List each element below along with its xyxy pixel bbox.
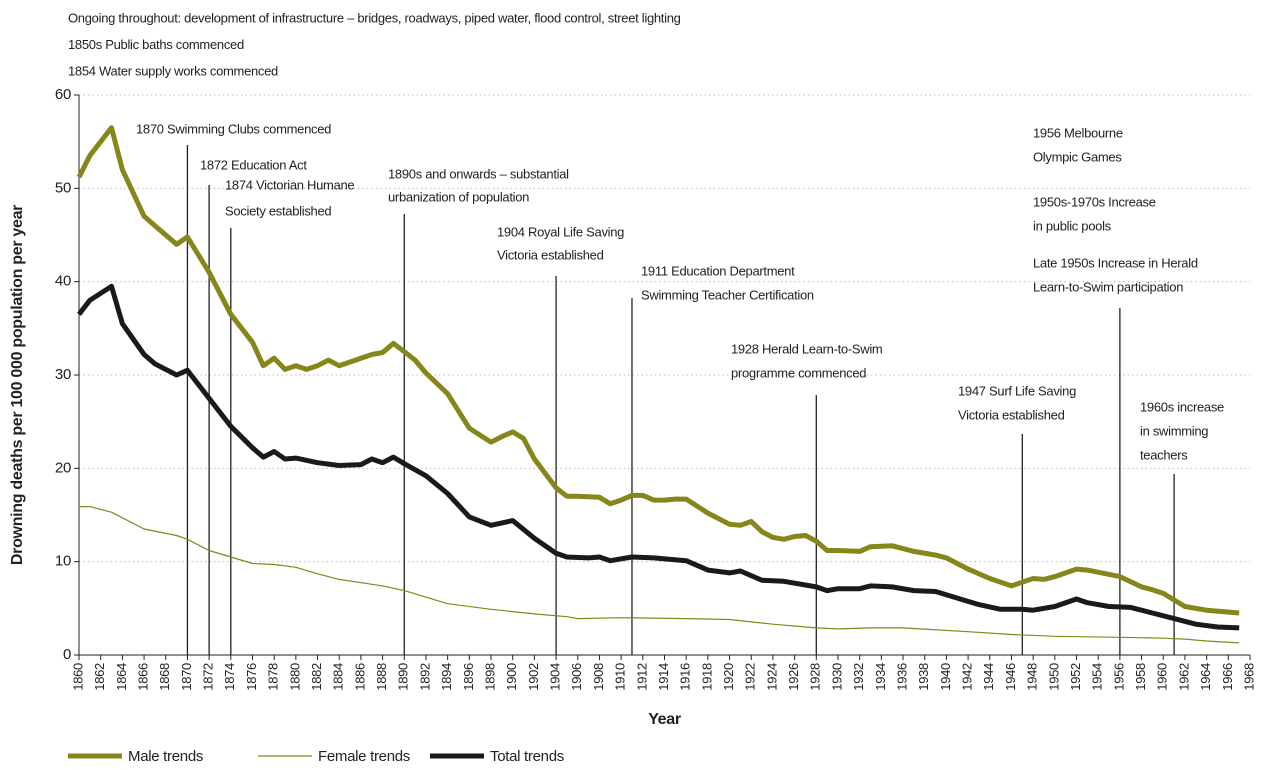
x-tick-label: 1872 [201, 663, 216, 691]
x-tick-label: 1894 [439, 663, 454, 691]
x-tick-label: 1942 [960, 663, 975, 691]
x-tick-label: 1920 [721, 663, 736, 691]
x-tick-label: 1966 [1220, 663, 1235, 691]
x-tick-label: 1926 [786, 663, 801, 691]
series-line [76, 125, 1240, 616]
x-tick-label: 1902 [526, 663, 541, 691]
x-tick-label: 1912 [634, 663, 649, 691]
x-tick-label: 1934 [873, 663, 888, 691]
x-tick-label: 1870 [179, 663, 194, 691]
x-tick-label: 1904 [548, 663, 563, 691]
x-tick-label: 1898 [482, 663, 497, 691]
x-tick-label: 1944 [981, 663, 996, 691]
x-tick-label: 1888 [374, 663, 389, 691]
annotation-text: 1874 Victorian Humane [225, 177, 354, 192]
y-tick-label: 0 [63, 646, 71, 663]
note: Ongoing throughout: development of infra… [68, 10, 681, 25]
legend-label: Male trends [128, 748, 203, 765]
annotation-text: in public pools [1033, 218, 1112, 233]
annotation-text: Olympic Games [1033, 149, 1122, 164]
annotation-text: Late 1950s Increase in Herald [1033, 255, 1198, 270]
x-tick-label: 1940 [938, 663, 953, 691]
y-tick-label: 40 [55, 273, 71, 290]
x-tick-label: 1932 [851, 663, 866, 691]
annotation-text: urbanization of population [388, 189, 529, 204]
x-tick-label: 1860 [70, 663, 85, 691]
x-tick-label: 1936 [894, 663, 909, 691]
y-tick-label: 10 [55, 553, 71, 570]
x-tick-label: 1880 [287, 663, 302, 691]
legend-label: Female trends [318, 748, 410, 765]
note: 1854 Water supply works commenced [68, 63, 278, 78]
y-tick-label: 20 [55, 459, 71, 476]
legend-label: Total trends [490, 748, 564, 765]
x-tick-label: 1906 [569, 663, 584, 691]
annotation-text: 1870 Swimming Clubs commenced [136, 121, 331, 136]
x-tick-label: 1956 [1111, 663, 1126, 691]
annotation-text: programme commenced [731, 365, 866, 380]
x-tick-label: 1886 [352, 663, 367, 691]
y-axis-label: Drowning deaths per 100 000 population p… [9, 205, 26, 565]
annotation-text: in swimming [1140, 423, 1208, 438]
note: 1850s Public baths commenced [68, 37, 244, 52]
annotation-text: 1872 Education Act [200, 157, 307, 172]
x-tick-label: 1884 [331, 663, 346, 691]
annotation-text: 1950s-1970s Increase [1033, 194, 1156, 209]
x-tick-label: 1918 [699, 663, 714, 691]
x-tick-label: 1958 [1133, 663, 1148, 691]
y-tick-label: 30 [55, 366, 71, 383]
x-tick-label: 1946 [1003, 663, 1018, 691]
x-tick-label: 1900 [504, 663, 519, 691]
annotation-text: 1911 Education Department [641, 263, 795, 278]
annotation-text: 1928 Herald Learn-to-Swim [731, 341, 882, 356]
x-tick-label: 1862 [92, 663, 107, 691]
x-tick-label: 1868 [157, 663, 172, 691]
annotation-text: Victoria established [497, 247, 604, 262]
x-tick-label: 1938 [916, 663, 931, 691]
x-tick-label: 1908 [591, 663, 606, 691]
x-tick-label: 1950 [1046, 663, 1061, 691]
series-line [79, 506, 1240, 644]
x-tick-label: 1928 [808, 663, 823, 691]
x-tick-label: 1866 [135, 663, 150, 691]
annotation-text: teachers [1140, 447, 1188, 462]
annotation-text: 1890s and onwards – substantial [388, 166, 569, 181]
x-axis-label: Year [648, 711, 681, 728]
annotation-text: Learn-to-Swim participation [1033, 279, 1183, 294]
x-tick-label: 1930 [829, 663, 844, 691]
x-tick-label: 1948 [1025, 663, 1040, 691]
x-tick-label: 1952 [1068, 663, 1083, 691]
x-tick-label: 1896 [461, 663, 476, 691]
x-tick-label: 1954 [1090, 663, 1105, 691]
x-tick-label: 1864 [114, 663, 129, 691]
x-tick-label: 1914 [656, 663, 671, 691]
x-tick-label: 1882 [309, 663, 324, 691]
x-tick-label: 1878 [266, 663, 281, 691]
x-tick-label: 1910 [613, 663, 628, 691]
y-tick-label: 60 [55, 86, 71, 103]
series-line [77, 283, 1240, 631]
annotation-text: 1904 Royal Life Saving [497, 224, 624, 239]
x-tick-label: 1922 [743, 663, 758, 691]
y-tick-label: 50 [55, 179, 71, 196]
annotation-text: Society established [225, 203, 331, 218]
x-tick-label: 1916 [678, 663, 693, 691]
x-tick-label: 1960 [1155, 663, 1170, 691]
x-tick-label: 1892 [417, 663, 432, 691]
annotation-text: Victoria established [958, 407, 1065, 422]
x-tick-label: 1962 [1176, 663, 1191, 691]
x-tick-label: 1876 [244, 663, 259, 691]
annotation-text: 1960s increase [1140, 399, 1224, 414]
x-tick-label: 1924 [764, 663, 779, 691]
x-tick-label: 1964 [1198, 663, 1213, 691]
annotation-text: 1947 Surf Life Saving [958, 383, 1076, 398]
annotation-text: Swimming Teacher Certification [641, 287, 814, 302]
annotation-text: 1956 Melbourne [1033, 125, 1123, 140]
x-tick-label: 1890 [396, 663, 411, 691]
x-tick-label: 1968 [1241, 663, 1256, 691]
x-tick-label: 1874 [222, 663, 237, 691]
